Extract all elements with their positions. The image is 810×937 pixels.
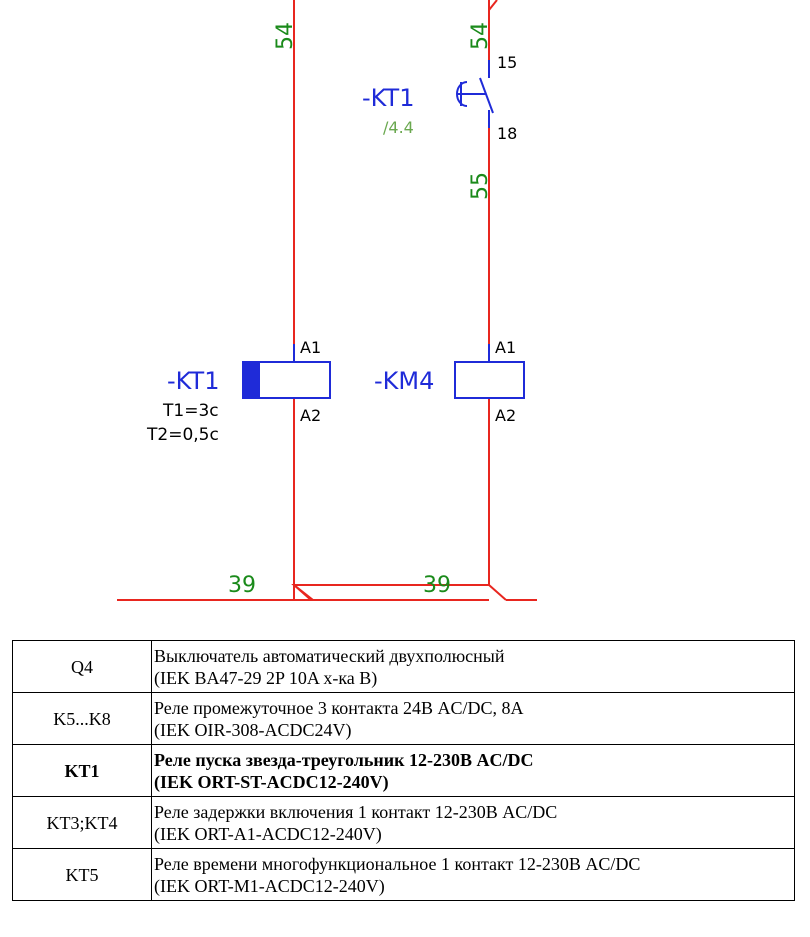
wire-number-bottom-right: 39 xyxy=(423,573,451,598)
table-row-highlighted: KT1 Реле пуска звезда-треугольник 12-230… xyxy=(12,744,795,797)
coil-left-pin-top: A1 xyxy=(300,338,321,357)
description-line: Реле пуска звезда-треугольник 12-230В AC… xyxy=(154,749,534,770)
wire-number-bottom-left: 39 xyxy=(228,573,256,598)
contact-pin-top: 15 xyxy=(497,53,517,72)
component-code: KT1 xyxy=(12,744,152,797)
component-spec-table: Q4 Выключатель автоматический двухполюсн… xyxy=(12,640,795,901)
schematic-diagram: 54 54 55 39 39 -KT1 /4.4 15 18 -KT1 A1 A… xyxy=(117,0,537,601)
bottom-rail-right-notch xyxy=(488,584,507,601)
description-line: Реле промежуточное 3 контакта 24В AC/DC,… xyxy=(154,697,524,718)
component-code: K5...K8 xyxy=(12,692,152,745)
description-model: (IEK ORT-M1-ACDC12-240V) xyxy=(154,875,385,896)
table-row: K5...K8 Реле промежуточное 3 контакта 24… xyxy=(12,692,795,745)
component-description: Реле задержки включения 1 контакт 12-230… xyxy=(151,796,795,849)
component-code: KT5 xyxy=(12,848,152,901)
coil-km4-symbol xyxy=(454,344,525,399)
coil-right-pin-bottom: A2 xyxy=(495,406,516,425)
coil-left-pin-bottom: A2 xyxy=(300,406,321,425)
description-model: (IEK ORT-ST-ACDC12-240V) xyxy=(154,771,389,792)
wire-number-right-mid: 55 xyxy=(468,172,493,200)
description-line: Реле времени многофункциональное 1 конта… xyxy=(154,853,641,874)
table-row: KT3;KT4 Реле задержки включения 1 контак… xyxy=(12,796,795,849)
component-description: Реле времени многофункциональное 1 конта… xyxy=(151,848,795,901)
component-description: Реле промежуточное 3 контакта 24В AC/DC,… xyxy=(151,692,795,745)
contact-cross-reference: /4.4 xyxy=(383,118,414,137)
coil-left-param-t1: T1=3с xyxy=(162,401,219,421)
description-model: (IEK OIR-308-ACDC24V) xyxy=(154,719,352,740)
bottom-rail-left-notch xyxy=(293,584,312,601)
coil-right-label: -KM4 xyxy=(374,367,434,395)
coil-right-pin-top: A1 xyxy=(495,338,516,357)
table-row: Q4 Выключатель автоматический двухполюсн… xyxy=(12,640,795,693)
description-model: (IEK ORT-A1-ACDC12-240V) xyxy=(154,823,382,844)
description-line: Выключатель автоматический двухполюсный xyxy=(154,645,505,666)
component-code: Q4 xyxy=(12,640,152,693)
component-code: KT3;KT4 xyxy=(12,796,152,849)
right-wire-top-diag xyxy=(488,0,498,11)
wire-number-left-top: 54 xyxy=(273,22,298,50)
contact-pin-bottom: 18 xyxy=(497,124,517,143)
component-description: Реле пуска звезда-треугольник 12-230В AC… xyxy=(151,744,795,797)
timed-contact-symbol xyxy=(456,60,494,128)
wire-number-right-top: 54 xyxy=(468,22,493,50)
coil-left-param-t2: T2=0,5с xyxy=(146,425,219,445)
coil-left-label: -KT1 xyxy=(167,367,219,395)
description-model: (IEK BA47-29 2P 10A х-ка B) xyxy=(154,667,378,688)
contact-device-label: -KT1 xyxy=(362,84,414,112)
table-row: KT5 Реле времени многофункциональное 1 к… xyxy=(12,848,795,901)
description-line: Реле задержки включения 1 контакт 12-230… xyxy=(154,801,558,822)
component-description: Выключатель автоматический двухполюсный … xyxy=(151,640,795,693)
coil-kt1-symbol xyxy=(242,344,331,399)
